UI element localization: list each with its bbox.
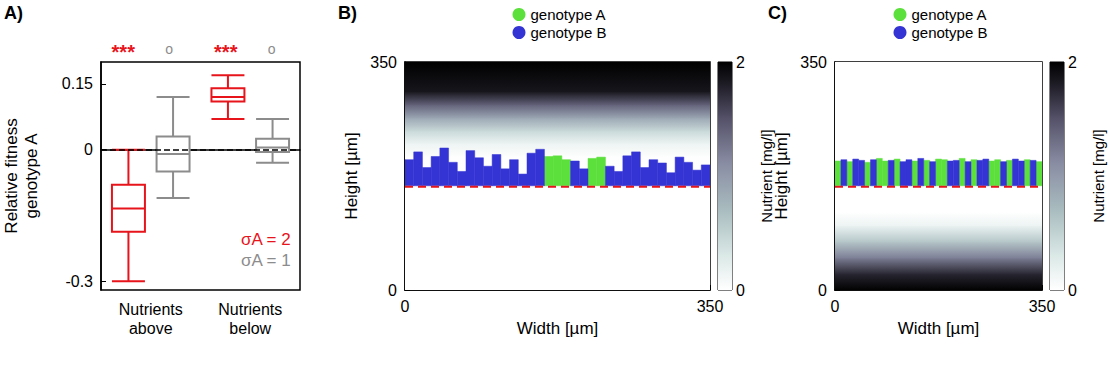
svg-text:genotype B: genotype B [912,24,988,41]
svg-text:350: 350 [1029,298,1056,315]
svg-text:0: 0 [818,282,827,299]
svg-text:B): B) [338,3,357,23]
svg-text:Nutrient [mg/l]: Nutrient [mg/l] [758,129,775,223]
svg-text:Width [µm]: Width [µm] [517,319,599,338]
svg-text:A): A) [4,3,23,23]
svg-text:C): C) [768,3,787,23]
svg-text:Relative fitness: Relative fitness [2,118,21,233]
svg-text:Height [µm]: Height [µm] [772,132,791,219]
svg-text:0: 0 [1068,282,1077,299]
svg-text:0: 0 [84,141,93,158]
svg-text:Width [µm]: Width [µm] [898,319,980,338]
svg-text:σA = 1: σA = 1 [241,251,291,270]
svg-text:genotype A: genotype A [22,133,41,219]
svg-text:0: 0 [736,282,745,299]
svg-text:Nutrients: Nutrients [119,301,183,318]
svg-text:-0.3: -0.3 [65,273,93,290]
svg-text:0: 0 [831,298,840,315]
svg-text:350: 350 [370,54,397,71]
svg-text:o: o [165,41,173,57]
svg-text:o: o [268,41,276,57]
svg-text:***: *** [214,41,238,63]
svg-text:2: 2 [736,54,745,71]
svg-text:2: 2 [1068,54,1077,71]
svg-text:0: 0 [388,282,397,299]
svg-text:Nutrient [mg/l]: Nutrient [mg/l] [1090,129,1107,222]
svg-text:0.15: 0.15 [62,75,93,92]
svg-text:350: 350 [800,54,827,71]
svg-text:350: 350 [697,298,724,315]
svg-text:above: above [129,320,173,337]
svg-text:0: 0 [401,298,410,315]
svg-text:σA = 2: σA = 2 [241,230,291,249]
svg-text:Nutrients: Nutrients [218,301,282,318]
svg-text:below: below [229,320,271,337]
svg-text:genotype A: genotype A [912,6,987,23]
svg-text:Height [µm]: Height [µm] [342,132,361,219]
svg-text:genotype B: genotype B [531,24,607,41]
svg-text:genotype A: genotype A [531,6,606,23]
svg-text:***: *** [112,41,136,63]
